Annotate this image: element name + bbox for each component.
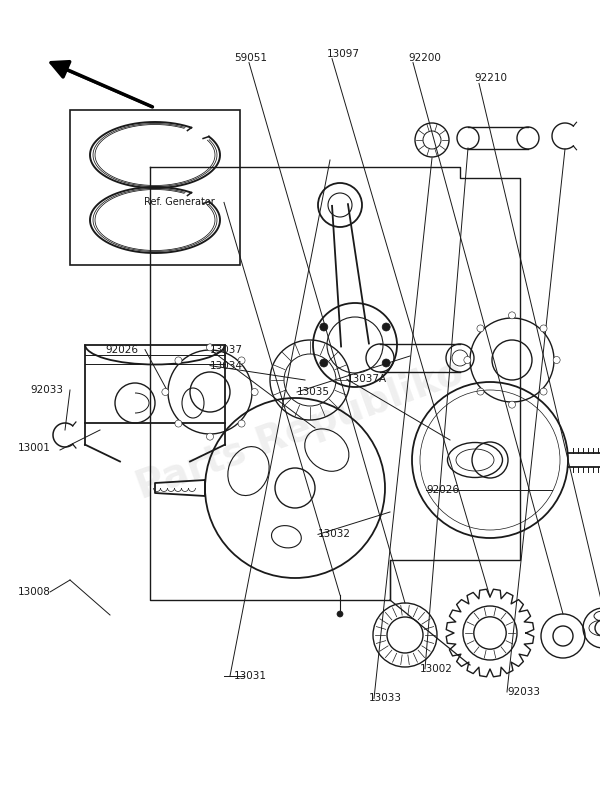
Circle shape bbox=[320, 359, 328, 367]
Text: Ref. Generator: Ref. Generator bbox=[144, 198, 215, 207]
Text: 59051: 59051 bbox=[234, 53, 267, 62]
Circle shape bbox=[238, 420, 245, 427]
Text: Parts Republiko: Parts Republiko bbox=[131, 353, 469, 507]
Text: 13032: 13032 bbox=[318, 530, 351, 539]
Circle shape bbox=[175, 420, 182, 427]
Circle shape bbox=[477, 388, 484, 395]
Circle shape bbox=[382, 359, 390, 367]
Text: 13031: 13031 bbox=[234, 671, 267, 681]
Circle shape bbox=[477, 325, 484, 332]
Text: 13008: 13008 bbox=[18, 587, 51, 597]
Circle shape bbox=[162, 389, 169, 395]
Circle shape bbox=[540, 388, 547, 395]
Text: 13037: 13037 bbox=[210, 345, 243, 354]
Circle shape bbox=[382, 323, 390, 331]
Circle shape bbox=[509, 401, 515, 408]
Circle shape bbox=[206, 433, 214, 440]
Text: 13037A: 13037A bbox=[347, 374, 387, 384]
Circle shape bbox=[175, 357, 182, 364]
Circle shape bbox=[337, 611, 343, 617]
Text: 92033: 92033 bbox=[507, 687, 540, 697]
Text: 92026: 92026 bbox=[105, 345, 138, 354]
Text: 13034: 13034 bbox=[210, 361, 243, 370]
Circle shape bbox=[540, 325, 547, 332]
Circle shape bbox=[206, 344, 214, 351]
Text: 13001: 13001 bbox=[18, 443, 51, 453]
Circle shape bbox=[464, 357, 471, 363]
Circle shape bbox=[509, 312, 515, 319]
Circle shape bbox=[251, 389, 258, 395]
Bar bbox=[70, 110, 240, 265]
Circle shape bbox=[238, 357, 245, 364]
Text: 13002: 13002 bbox=[420, 664, 453, 674]
Text: 13033: 13033 bbox=[369, 694, 402, 703]
Bar bbox=[85, 345, 225, 422]
Text: 92210: 92210 bbox=[474, 74, 507, 83]
Text: 92200: 92200 bbox=[408, 53, 441, 62]
Text: 92026: 92026 bbox=[426, 485, 459, 494]
Text: 92033: 92033 bbox=[30, 385, 63, 394]
Circle shape bbox=[320, 323, 328, 331]
Circle shape bbox=[553, 357, 560, 363]
Text: 13035: 13035 bbox=[297, 387, 330, 397]
Text: 13097: 13097 bbox=[327, 49, 360, 58]
